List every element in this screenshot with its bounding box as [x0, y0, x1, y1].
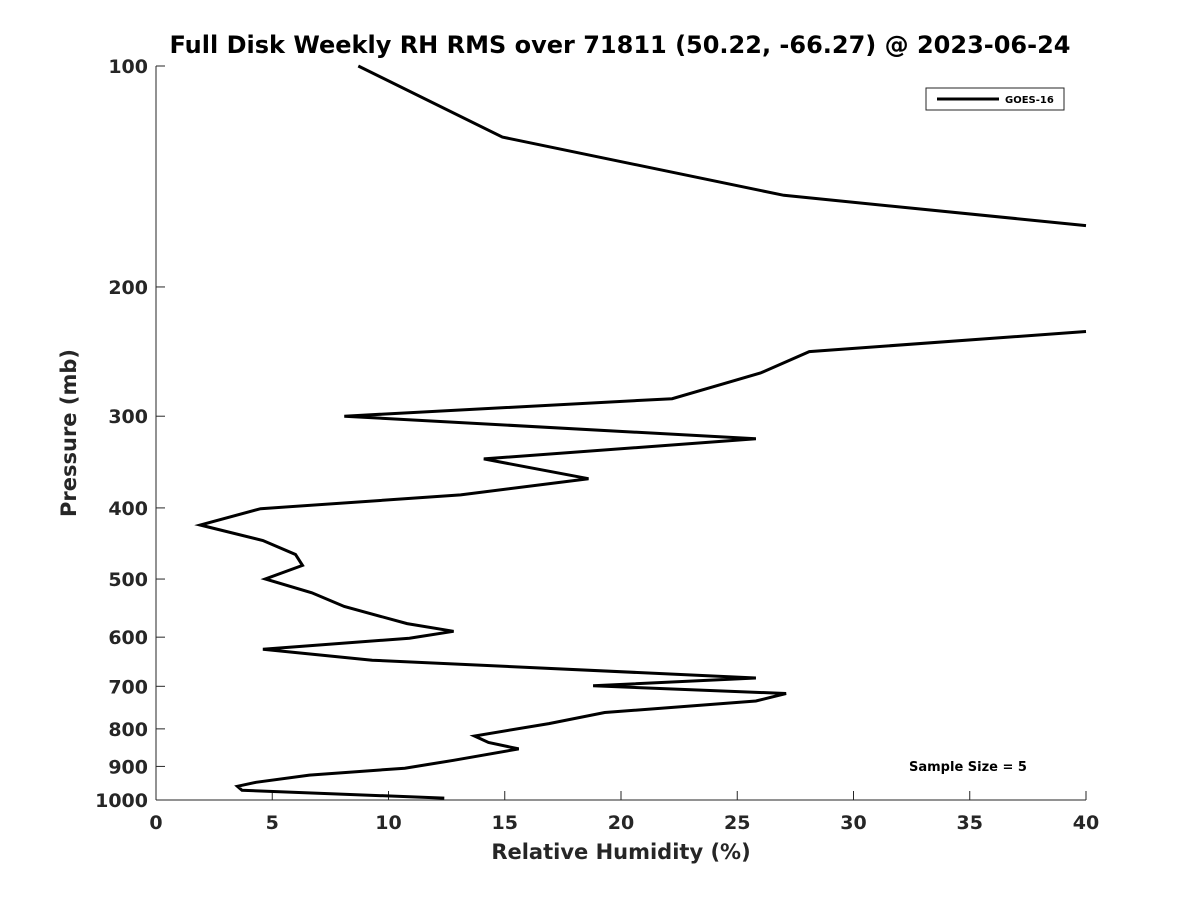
y-tick-label: 100 [108, 56, 148, 78]
y-tick-label: 300 [108, 406, 148, 428]
x-ticks: 0 5 10 15 20 25 30 35 40 [149, 791, 1099, 834]
series-group [194, 64, 1087, 800]
y-tick-label: 500 [108, 569, 148, 591]
chart-title: Full Disk Weekly RH RMS over 71811 (50.2… [169, 31, 1070, 59]
y-tick-label: 600 [108, 627, 148, 649]
y-tick-label: 700 [108, 676, 148, 698]
x-tick-label: 20 [608, 812, 634, 834]
x-tick-label: 25 [724, 812, 750, 834]
series-line [357, 64, 1087, 228]
y-axis-label: Pressure (mb) [57, 349, 81, 517]
legend-label: GOES-16 [1005, 95, 1054, 106]
y-ticks: 100 200 300 400 500 600 700 800 900 1000 [95, 56, 165, 812]
x-tick-label: 40 [1073, 812, 1099, 834]
x-tick-label: 30 [840, 812, 866, 834]
x-tick-label: 10 [375, 812, 401, 834]
axes [155, 66, 1086, 801]
y-tick-label: 1000 [95, 790, 148, 812]
x-tick-label: 5 [266, 812, 279, 834]
series-line [194, 330, 1087, 800]
x-axis-label: Relative Humidity (%) [491, 840, 750, 864]
sample-size-annotation: Sample Size = 5 [909, 760, 1027, 775]
y-tick-label: 400 [108, 498, 148, 520]
x-tick-label: 15 [492, 812, 518, 834]
y-tick-label: 800 [108, 719, 148, 741]
x-tick-label: 0 [149, 812, 162, 834]
legend: GOES-16 [925, 87, 1065, 111]
y-tick-label: 200 [108, 277, 148, 299]
x-tick-label: 35 [957, 812, 983, 834]
y-tick-label: 900 [108, 756, 148, 778]
